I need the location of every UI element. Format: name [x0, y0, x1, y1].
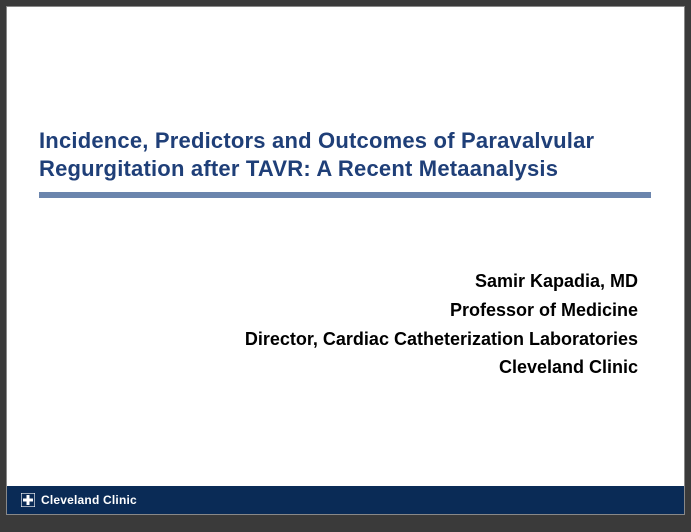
- footer-bar: Cleveland Clinic: [7, 486, 684, 514]
- slide-title: Incidence, Predictors and Outcomes of Pa…: [39, 127, 629, 182]
- thumbnail-frame: Incidence, Predictors and Outcomes of Pa…: [0, 0, 691, 532]
- author-role: Professor of Medicine: [245, 296, 638, 325]
- footer-brand-text: Cleveland Clinic: [41, 493, 137, 507]
- author-name: Samir Kapadia, MD: [245, 267, 638, 296]
- author-block: Samir Kapadia, MD Professor of Medicine …: [245, 267, 638, 382]
- author-position: Director, Cardiac Catheterization Labora…: [245, 325, 638, 354]
- presentation-slide: Incidence, Predictors and Outcomes of Pa…: [6, 6, 685, 515]
- author-institution: Cleveland Clinic: [245, 353, 638, 382]
- cleveland-clinic-logo-icon: [21, 493, 35, 507]
- title-block: Incidence, Predictors and Outcomes of Pa…: [39, 127, 629, 182]
- title-divider: [39, 192, 651, 198]
